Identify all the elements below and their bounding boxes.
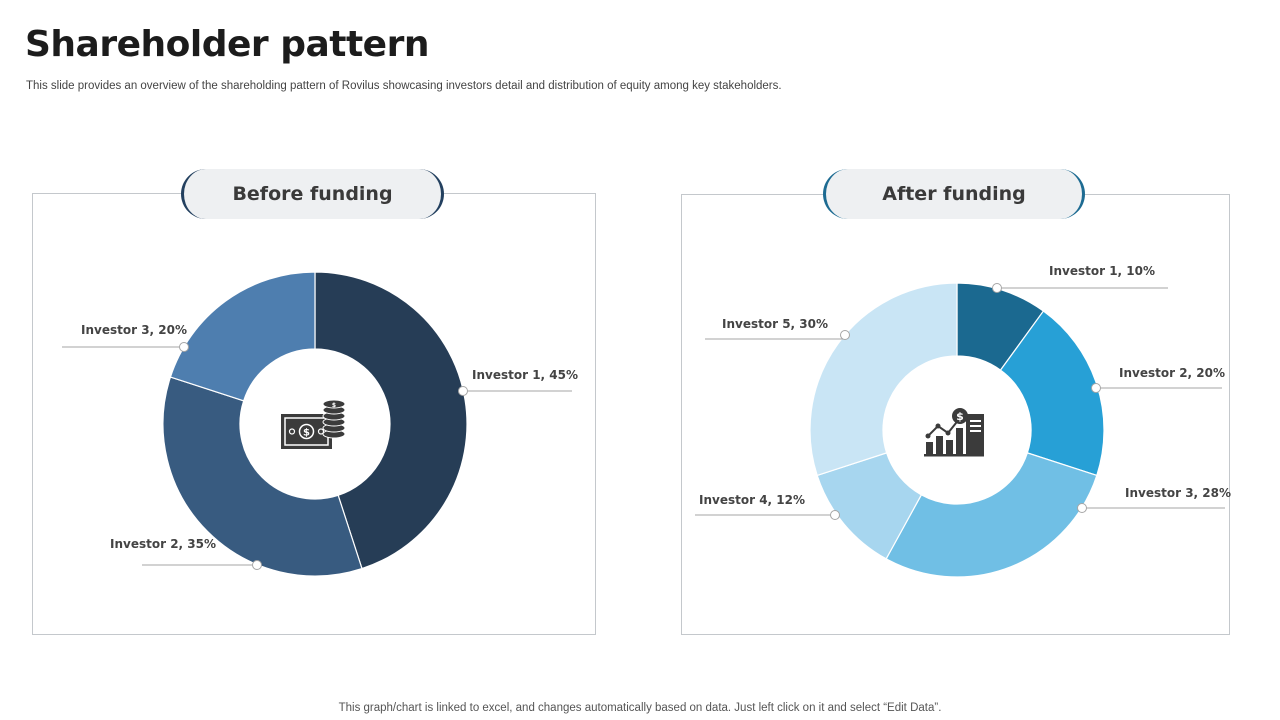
data-label-investor-1: Investor 1, 10% bbox=[1049, 264, 1155, 278]
money-stack-icon: $ $ bbox=[281, 399, 346, 449]
svg-text:$: $ bbox=[303, 428, 310, 439]
growth-chart-dollar-icon: $ bbox=[924, 408, 984, 457]
label-anchor-dot bbox=[1091, 383, 1101, 393]
svg-text:$: $ bbox=[956, 410, 964, 423]
data-label-investor-2: Investor 2, 35% bbox=[110, 537, 216, 551]
data-label-investor-4: Investor 4, 12% bbox=[699, 493, 805, 507]
data-label-investor-2: Investor 2, 20% bbox=[1119, 366, 1225, 380]
slide-title: Shareholder pattern bbox=[25, 24, 429, 65]
data-label-investor-3: Investor 3, 28% bbox=[1125, 486, 1231, 500]
after-funding-donut: Investor 1, 10% Investor 2, 20% Investor 3… bbox=[695, 264, 1231, 578]
label-anchor-dot bbox=[840, 330, 850, 340]
label-anchor-dot bbox=[458, 386, 468, 396]
data-label-investor-1: Investor 1, 45% bbox=[472, 368, 578, 382]
label-anchor-dot bbox=[992, 283, 1002, 293]
data-label-investor-3: Investor 3, 20% bbox=[81, 323, 187, 337]
footnote: This graph/chart is linked to excel, and… bbox=[338, 702, 942, 714]
label-anchor-dot bbox=[830, 510, 840, 520]
before-funding-donut: Investor 1, 45% Investor 2, 35% Investor 3… bbox=[62, 271, 578, 577]
label-anchor-dot bbox=[1077, 503, 1087, 513]
label-anchor-dot bbox=[252, 560, 262, 570]
data-label-investor-5: Investor 5, 30% bbox=[722, 317, 828, 331]
slide-subtitle: This slide provides an overview of the s… bbox=[26, 80, 782, 92]
label-anchor-dot bbox=[179, 342, 189, 352]
after-funding-heading: After funding bbox=[823, 169, 1085, 219]
svg-text:$: $ bbox=[332, 402, 336, 409]
before-funding-heading: Before funding bbox=[181, 169, 444, 219]
